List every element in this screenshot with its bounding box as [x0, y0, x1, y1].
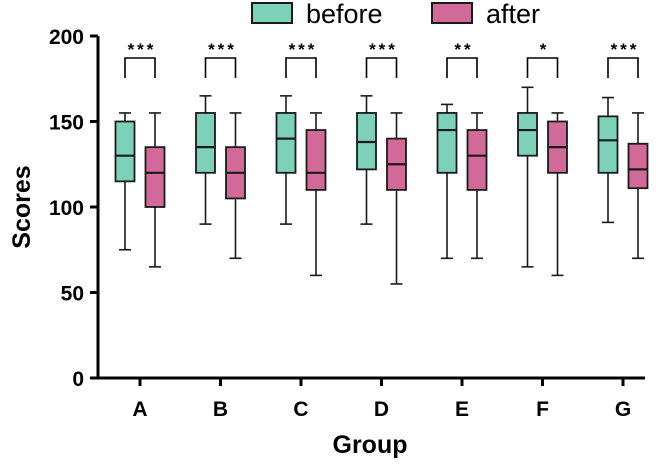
box-iqr	[436, 112, 458, 174]
box-before-A	[114, 112, 136, 251]
box-iqr	[597, 115, 619, 174]
box-iqr	[144, 146, 166, 208]
significance-bracket-A	[124, 57, 156, 78]
box-before-G	[597, 96, 619, 224]
significance-label-G: ***	[611, 40, 640, 59]
significance-bracket-E	[446, 57, 478, 78]
significance-bracket-B	[204, 57, 237, 78]
x-axis-title: Group	[333, 431, 408, 459]
significance-label-F: *	[540, 40, 550, 59]
box-iqr	[305, 129, 327, 191]
legend-swatch-after	[431, 2, 473, 24]
x-tick-label: A	[132, 398, 147, 421]
significance-label-B: ***	[208, 40, 237, 59]
legend: before after	[251, 0, 540, 29]
y-tick-label: 150	[49, 112, 84, 135]
box-before-C	[275, 95, 297, 225]
box-iqr	[114, 120, 136, 183]
y-tick-label: 100	[49, 197, 84, 220]
significance-label-D: ***	[369, 40, 398, 59]
significance-bracket-F	[526, 57, 559, 78]
plot-area: 0 50 100 150 200 A *** B *** C *** D *** E ** F * G ***	[49, 26, 649, 421]
box-iqr	[517, 112, 538, 157]
x-tick-label: B	[213, 398, 228, 421]
legend-label-after: after	[486, 0, 540, 29]
box-after-F	[547, 112, 568, 277]
significance-bracket-C	[285, 57, 317, 78]
x-tick-label: E	[455, 398, 469, 421]
box-after-A	[144, 112, 166, 268]
x-tick-label: D	[374, 398, 389, 421]
significance-bracket-G	[607, 57, 639, 78]
box-after-B	[225, 112, 246, 260]
significance-label-A: ***	[128, 40, 157, 59]
box-after-G	[627, 112, 649, 260]
y-axis-title: Scores	[8, 165, 36, 248]
significance-label-E: **	[454, 40, 473, 59]
box-before-D	[356, 95, 377, 225]
x-tick-label: C	[293, 398, 308, 421]
box-iqr	[466, 129, 488, 191]
box-before-B	[195, 95, 216, 225]
box-before-E	[436, 103, 458, 260]
y-tick-label: 0	[72, 368, 84, 391]
box-after-C	[305, 112, 327, 277]
significance-bracket-D	[365, 57, 398, 78]
legend-swatch-before	[251, 2, 293, 24]
box-before-F	[517, 86, 538, 268]
box-after-D	[386, 112, 407, 285]
box-iqr	[627, 142, 649, 190]
x-tick-label: G	[615, 398, 631, 421]
legend-label-before: before	[306, 0, 383, 29]
y-tick-label: 50	[61, 283, 84, 306]
significance-label-C: ***	[289, 40, 318, 59]
y-tick-label: 200	[49, 26, 84, 49]
x-tick-label: F	[536, 398, 549, 421]
box-after-E	[466, 112, 488, 260]
box-iqr	[195, 112, 216, 174]
box-iqr	[275, 112, 297, 174]
